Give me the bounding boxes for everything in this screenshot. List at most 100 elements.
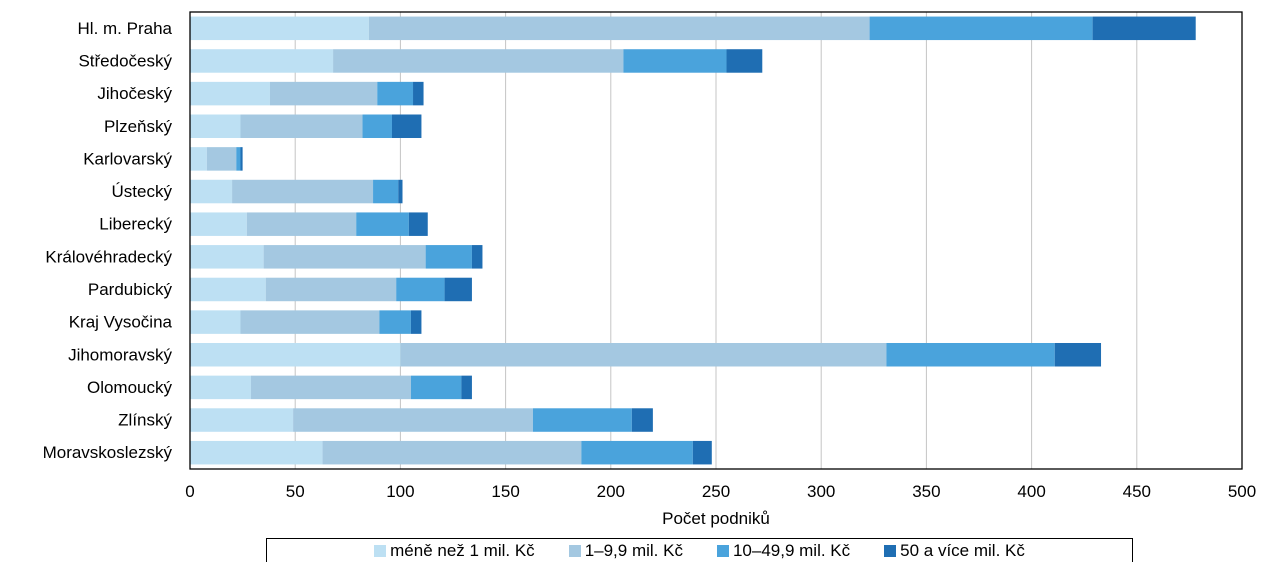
bar-segment [190, 81, 270, 106]
bar-segment [362, 114, 392, 139]
bar-segment [356, 212, 409, 236]
bar-segment [190, 49, 334, 73]
bar-segment [425, 245, 472, 269]
category-label: Olomoucký [87, 378, 173, 397]
x-tick-label: 200 [597, 482, 625, 501]
category-label: Plzeňský [104, 117, 173, 136]
bar-segment [373, 179, 399, 204]
category-label: Středočeský [78, 51, 172, 70]
bar-segment [190, 342, 401, 367]
x-tick-label: 300 [807, 482, 835, 501]
bar-segment [410, 375, 462, 400]
x-tick-label: 0 [185, 482, 194, 501]
category-label: Kraj Vysočina [69, 313, 173, 332]
bar-segment [692, 440, 712, 465]
bar-segment [1092, 16, 1196, 41]
legend-item-under-1m: méně než 1 mil. Kč [374, 541, 535, 561]
bar-segment [190, 408, 294, 432]
bar-segment [391, 114, 422, 139]
bar-segment [190, 440, 323, 465]
x-tick-label: 350 [912, 482, 940, 501]
category-label: Zlínský [118, 411, 172, 430]
bar-segment [379, 310, 411, 334]
x-tick-labels: 0 50 100 150 200 250 300 350 400 450 500 [185, 482, 1256, 501]
bar-segment [190, 212, 247, 236]
x-tick-label: 450 [1123, 482, 1151, 501]
x-tick-label: 500 [1228, 482, 1256, 501]
category-label: Pardubický [88, 280, 173, 299]
bar-segment [190, 16, 369, 41]
bar-segment [206, 147, 237, 171]
category-label: Karlovarský [83, 149, 172, 168]
category-label: Královéhradecký [45, 247, 172, 266]
bar-segment [408, 212, 428, 236]
legend-label: 10–49,9 mil. Kč [732, 540, 851, 560]
x-tick-label: 100 [386, 482, 414, 501]
bar-segment [232, 179, 374, 204]
x-tick-label: 250 [702, 482, 730, 501]
bar-segment [368, 16, 870, 41]
bar-segment [236, 147, 241, 171]
x-tick-label: 50 [286, 482, 305, 501]
x-axis-title: Počet podniků [662, 509, 770, 528]
bar-segment [444, 277, 472, 302]
bar-segment [410, 310, 422, 334]
bar-segment [190, 277, 266, 302]
bar-segment [322, 440, 582, 465]
legend-swatch [884, 544, 897, 557]
bars [190, 16, 1196, 465]
legend-swatch [568, 544, 581, 557]
bar-segment [413, 81, 424, 106]
category-label: Hl. m. Praha [78, 19, 173, 38]
bar-segment [461, 375, 472, 400]
bar-segment [377, 81, 414, 106]
legend-label: 1–9,9 mil. Kč [584, 540, 683, 560]
bar-segment [886, 342, 1055, 367]
legend-swatch [716, 544, 729, 557]
bar-segment [581, 440, 693, 465]
legend-label: méně než 1 mil. Kč [390, 540, 535, 560]
bar-segment [631, 408, 653, 432]
legend-swatch [374, 544, 387, 557]
bar-segment [396, 277, 445, 302]
bar-segment [190, 310, 241, 334]
bar-segment [623, 49, 727, 73]
bar-segment [265, 277, 397, 302]
legend-label: 50 a více mil. Kč [900, 540, 1025, 560]
bar-segment [726, 49, 763, 73]
bar-segment [190, 114, 241, 139]
x-tick-label: 150 [491, 482, 519, 501]
bar-segment [532, 408, 632, 432]
plot-area-frame [189, 11, 1243, 470]
category-labels: Hl. m. Praha Středočeský Jihočeský Plzeňský… [43, 19, 173, 462]
gridlines [294, 12, 1138, 469]
legend-item-50m-plus: 50 a více mil. Kč [884, 541, 1025, 561]
category-label: Moravskoslezský [43, 443, 173, 462]
bar-segment [869, 16, 1093, 41]
bar-segment [333, 49, 624, 73]
legend-item-10-49m: 10–49,9 mil. Kč [716, 540, 851, 561]
bar-segment [471, 245, 483, 269]
category-label: Jihočeský [97, 84, 172, 103]
legend: méně než 1 mil. Kč 1–9,9 mil. Kč 10–49,9… [266, 538, 1133, 562]
bar-segment [240, 310, 380, 334]
category-label: Jihomoravský [68, 345, 172, 364]
bar-segment [400, 342, 887, 367]
bar-segment [269, 81, 378, 106]
legend-item-1-9m: 1–9,9 mil. Kč [568, 540, 683, 561]
bar-segment [240, 114, 363, 139]
category-label: Liberecký [99, 215, 172, 234]
bar-segment [190, 147, 207, 171]
bar-segment [398, 179, 403, 204]
bar-segment [190, 179, 233, 204]
bar-segment [293, 408, 533, 432]
bar-segment [190, 245, 264, 269]
bar-segment [1054, 342, 1102, 367]
bar-segment [263, 245, 426, 269]
category-label: Ústecký [112, 182, 173, 201]
bar-segment [251, 375, 411, 400]
bar-segment [240, 147, 243, 171]
bar-segment [190, 375, 252, 400]
